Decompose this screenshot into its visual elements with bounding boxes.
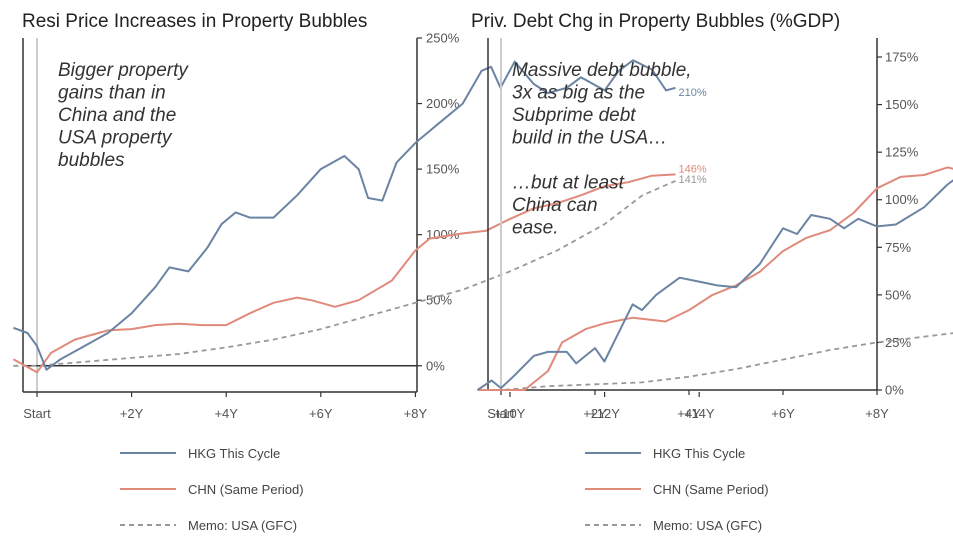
annotation-line: Subprime debt xyxy=(512,105,636,126)
x-tick-label: +4Y xyxy=(214,406,238,421)
x-tick-label: +2Y xyxy=(120,406,144,421)
x-tick-label: +8Y xyxy=(865,406,889,421)
x-tick-label: +14Y xyxy=(684,406,715,421)
y-tick-label: 75% xyxy=(885,240,911,255)
x-tick-label: +6Y xyxy=(309,406,333,421)
y-tick-label: 50% xyxy=(885,287,911,302)
x-tick-label: +6Y xyxy=(771,406,795,421)
series-line-usa xyxy=(13,180,676,367)
y-tick-label: 125% xyxy=(885,145,919,160)
x-tick-label: Start xyxy=(23,406,51,421)
chart-1: Resi Price Increases in Property Bubbles… xyxy=(12,11,715,533)
series-line-hkg xyxy=(476,179,953,391)
y-tick-label: 0% xyxy=(885,383,904,398)
annotation-line: USA property xyxy=(58,128,173,149)
chart-2: Priv. Debt Chg in Property Bubbles (%GDP… xyxy=(471,11,953,533)
annotation-line: bubbles xyxy=(58,150,125,171)
y-tick-label: 175% xyxy=(885,50,919,65)
x-tick-label: +12Y xyxy=(589,406,620,421)
annotation-line: Bigger property xyxy=(58,60,189,81)
x-tick-label: +10Y xyxy=(495,406,526,421)
series-line-usa xyxy=(477,332,953,391)
end-label-hkg: 210% xyxy=(679,87,707,99)
legend-label-chn: CHN (Same Period) xyxy=(188,482,304,497)
annotation-line: China can xyxy=(512,195,598,216)
chart-title: Resi Price Increases in Property Bubbles xyxy=(22,11,367,32)
y-tick-label: 50% xyxy=(426,293,452,308)
series-line-chn xyxy=(477,166,953,391)
annotation-line: Massive debt bubble, xyxy=(512,60,692,81)
legend-label-usa: Memo: USA (GFC) xyxy=(188,518,297,533)
annotation-line: 3x as big as the xyxy=(512,83,645,104)
x-tick-label: Start xyxy=(487,406,515,421)
end-label-usa: 141% xyxy=(679,174,707,186)
annotation-line: China and the xyxy=(58,105,176,126)
y-tick-label: 150% xyxy=(426,162,460,177)
annotation-line: …but at least xyxy=(512,173,625,194)
y-tick-label: 0% xyxy=(426,358,445,373)
end-label-chn: 146% xyxy=(679,163,707,175)
y-tick-label: 250% xyxy=(426,31,460,46)
x-tick-label: +8Y xyxy=(404,406,428,421)
annotation-line: build in the USA… xyxy=(512,128,667,149)
legend-label-chn: CHN (Same Period) xyxy=(653,482,769,497)
series-line-chn xyxy=(12,173,676,374)
x-tick-label: +4Y xyxy=(677,406,701,421)
legend-label-hkg: HKG This Cycle xyxy=(188,446,280,461)
y-tick-label: 150% xyxy=(885,97,919,112)
series-line-hkg xyxy=(13,59,676,371)
y-tick-label: 25% xyxy=(885,335,911,350)
y-tick-label: 200% xyxy=(426,96,460,111)
chart-title: Priv. Debt Chg in Property Bubbles (%GDP… xyxy=(471,11,840,32)
y-tick-label: 100% xyxy=(885,192,919,207)
annotation-line: ease. xyxy=(512,218,558,239)
annotation-line: gains than in xyxy=(58,83,166,104)
legend-label-hkg: HKG This Cycle xyxy=(653,446,745,461)
legend-label-usa: Memo: USA (GFC) xyxy=(653,518,762,533)
x-tick-label: +2Y xyxy=(583,406,607,421)
